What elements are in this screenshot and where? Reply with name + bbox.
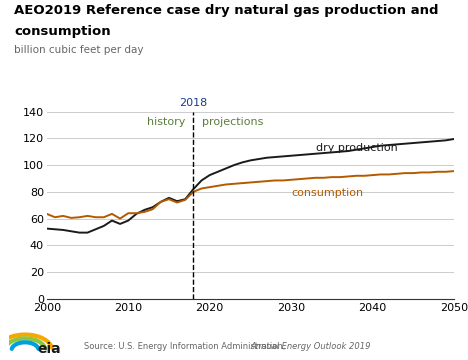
Text: 2018: 2018 xyxy=(179,98,207,108)
Text: dry production: dry production xyxy=(315,143,397,153)
Text: eia: eia xyxy=(37,342,61,356)
Text: history: history xyxy=(147,117,185,127)
Text: AEO2019 Reference case dry natural gas production and: AEO2019 Reference case dry natural gas p… xyxy=(14,4,439,17)
Text: consumption: consumption xyxy=(14,25,110,38)
Text: billion cubic feet per day: billion cubic feet per day xyxy=(14,45,144,55)
Text: Annual Energy Outlook 2019: Annual Energy Outlook 2019 xyxy=(250,342,371,351)
Text: projections: projections xyxy=(202,117,263,127)
Text: Source: U.S. Energy Information Administration,: Source: U.S. Energy Information Administ… xyxy=(84,342,288,351)
Text: consumption: consumption xyxy=(291,188,363,198)
